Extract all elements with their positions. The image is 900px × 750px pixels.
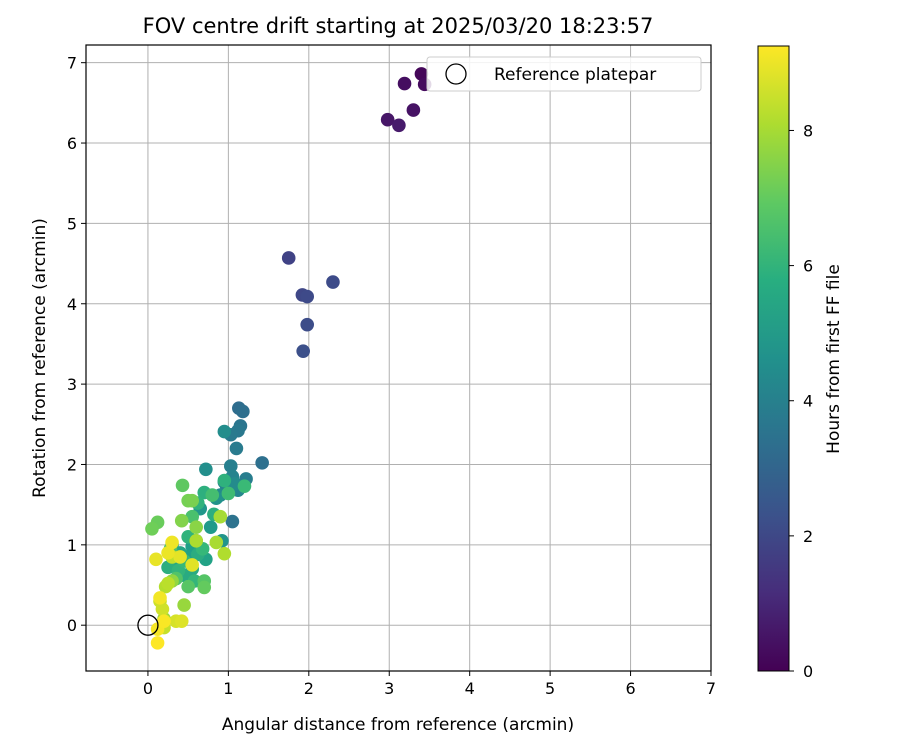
data-point xyxy=(296,344,310,358)
y-tick-label: 1 xyxy=(67,536,77,555)
data-point xyxy=(237,479,252,493)
y-axis-label: Rotation from reference (arcmin) xyxy=(30,218,50,498)
legend: Reference platepar xyxy=(426,56,702,92)
plot-frame xyxy=(85,44,712,672)
data-points xyxy=(137,67,432,650)
data-point xyxy=(161,546,175,560)
colorbar-tick-label: 4 xyxy=(803,392,813,411)
data-point xyxy=(185,493,199,508)
data-point xyxy=(161,576,175,591)
data-point xyxy=(203,520,218,534)
data-point xyxy=(150,636,165,650)
data-point xyxy=(149,552,163,567)
data-point xyxy=(165,535,179,550)
data-point xyxy=(281,251,296,265)
data-point xyxy=(197,580,212,595)
x-axis-label: Angular distance from reference (arcmin) xyxy=(222,715,574,735)
x-tick-label: 7 xyxy=(706,679,716,698)
data-point xyxy=(199,462,213,477)
data-point xyxy=(209,535,224,550)
y-tick-label: 5 xyxy=(67,214,77,233)
data-point xyxy=(221,486,236,501)
y-tick-label: 0 xyxy=(67,616,77,635)
x-tick-label: 2 xyxy=(304,679,314,698)
data-point xyxy=(229,441,244,456)
legend-marker-reference xyxy=(445,63,467,85)
data-point xyxy=(205,488,220,502)
colorbar-tick-label: 2 xyxy=(803,527,813,546)
data-point xyxy=(397,76,412,91)
y-tick-label: 4 xyxy=(67,295,77,314)
data-point xyxy=(236,404,250,419)
data-point xyxy=(406,103,421,117)
data-point xyxy=(177,598,191,612)
data-point xyxy=(380,112,395,127)
colorbar-ticks: 0 2 4 6 8 xyxy=(789,121,813,681)
data-point xyxy=(189,534,203,548)
colorbar-tick-label: 0 xyxy=(803,662,813,681)
data-point xyxy=(217,473,232,488)
data-point xyxy=(157,614,171,628)
data-point xyxy=(300,289,315,304)
data-point xyxy=(414,67,429,81)
colorbar-tick-label: 6 xyxy=(803,257,813,276)
x-tick-label: 3 xyxy=(384,679,394,698)
x-tick-label: 1 xyxy=(223,679,233,698)
y-axis-ticks: 0 1 2 3 4 5 6 7 xyxy=(67,54,86,635)
data-point xyxy=(223,459,238,473)
data-point xyxy=(392,118,406,133)
data-point xyxy=(189,520,203,534)
data-point xyxy=(185,558,199,572)
data-point xyxy=(153,591,167,605)
data-point xyxy=(326,275,340,289)
data-point xyxy=(173,550,187,564)
legend-box xyxy=(426,56,702,92)
colorbar-tick-label: 8 xyxy=(803,121,813,140)
legend-label-reference: Reference platepar xyxy=(494,65,656,85)
data-point xyxy=(145,521,159,536)
data-point xyxy=(161,560,175,575)
data-point xyxy=(174,513,189,528)
y-tick-label: 7 xyxy=(67,54,77,73)
reference-platepar-marker xyxy=(137,614,159,636)
x-tick-label: 6 xyxy=(625,679,635,698)
grid xyxy=(86,45,712,671)
y-tick-label: 2 xyxy=(67,455,77,474)
data-point xyxy=(174,614,189,628)
data-point xyxy=(175,478,190,493)
colorbar-label: Hours from first FF file xyxy=(824,264,844,454)
chart-title: FOV centre drift starting at 2025/03/20 … xyxy=(143,14,654,38)
data-point xyxy=(185,509,199,524)
data-point xyxy=(217,424,232,439)
colorbar-scale xyxy=(757,45,790,672)
colorbar: 0 2 4 6 8 Hours from first FF file xyxy=(757,45,844,681)
data-point xyxy=(155,602,170,616)
data-point xyxy=(181,579,195,594)
y-tick-label: 3 xyxy=(67,375,77,394)
x-tick-label: 4 xyxy=(465,679,475,698)
x-tick-label: 0 xyxy=(143,679,153,698)
data-point xyxy=(255,456,269,470)
data-point xyxy=(300,317,315,332)
data-point xyxy=(225,514,240,529)
data-point xyxy=(217,546,232,561)
data-point xyxy=(213,509,228,524)
x-tick-label: 5 xyxy=(545,679,555,698)
x-axis-ticks: 0 1 2 3 4 5 6 7 xyxy=(143,671,716,698)
y-tick-label: 6 xyxy=(67,134,77,153)
